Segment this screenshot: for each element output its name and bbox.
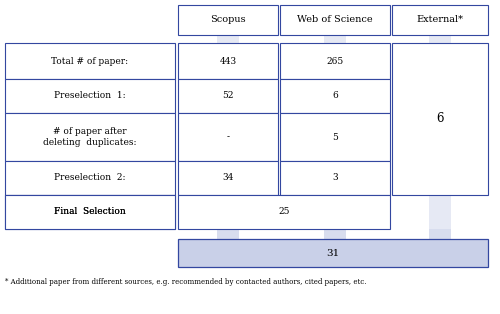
Text: 443: 443 <box>220 57 236 66</box>
Text: 52: 52 <box>222 91 234 100</box>
Text: 34: 34 <box>222 174 234 182</box>
Text: 31: 31 <box>326 248 340 257</box>
Text: Final  Selection: Final Selection <box>54 208 126 216</box>
FancyBboxPatch shape <box>5 195 175 229</box>
Text: * Additional paper from different sources, e.g. recommended by contacted authors: * Additional paper from different source… <box>5 278 366 286</box>
Text: Preselection  2:: Preselection 2: <box>54 174 126 182</box>
FancyBboxPatch shape <box>324 229 346 239</box>
Text: 25: 25 <box>278 208 290 216</box>
FancyBboxPatch shape <box>178 239 488 267</box>
FancyBboxPatch shape <box>5 43 175 79</box>
FancyBboxPatch shape <box>392 43 488 195</box>
Text: 6: 6 <box>332 91 338 100</box>
FancyBboxPatch shape <box>178 161 278 195</box>
FancyBboxPatch shape <box>280 113 390 161</box>
Text: Final  Selection: Final Selection <box>54 208 126 216</box>
FancyBboxPatch shape <box>324 35 346 239</box>
Text: Total # of paper:: Total # of paper: <box>52 57 128 66</box>
FancyBboxPatch shape <box>178 43 278 79</box>
Text: 6: 6 <box>436 112 444 126</box>
FancyBboxPatch shape <box>5 161 175 195</box>
Text: 5: 5 <box>332 133 338 142</box>
Text: 3: 3 <box>332 174 338 182</box>
FancyBboxPatch shape <box>217 35 239 239</box>
FancyBboxPatch shape <box>178 79 278 113</box>
Text: -: - <box>226 133 230 142</box>
FancyBboxPatch shape <box>429 35 451 239</box>
FancyBboxPatch shape <box>217 229 239 239</box>
FancyBboxPatch shape <box>280 5 390 35</box>
Text: Preselection  1:: Preselection 1: <box>54 91 126 100</box>
Text: External*: External* <box>416 15 464 24</box>
FancyBboxPatch shape <box>280 161 390 195</box>
FancyBboxPatch shape <box>5 195 175 229</box>
FancyBboxPatch shape <box>280 43 390 79</box>
Text: Web of Science: Web of Science <box>297 15 373 24</box>
FancyBboxPatch shape <box>5 113 175 161</box>
FancyBboxPatch shape <box>280 79 390 113</box>
FancyBboxPatch shape <box>178 113 278 161</box>
FancyBboxPatch shape <box>178 5 278 35</box>
Text: 265: 265 <box>326 57 344 66</box>
Text: # of paper after
deleting  duplicates:: # of paper after deleting duplicates: <box>44 127 137 147</box>
FancyBboxPatch shape <box>429 229 451 239</box>
Text: Scopus: Scopus <box>210 15 246 24</box>
FancyBboxPatch shape <box>5 79 175 113</box>
FancyBboxPatch shape <box>178 195 390 229</box>
FancyBboxPatch shape <box>392 5 488 35</box>
